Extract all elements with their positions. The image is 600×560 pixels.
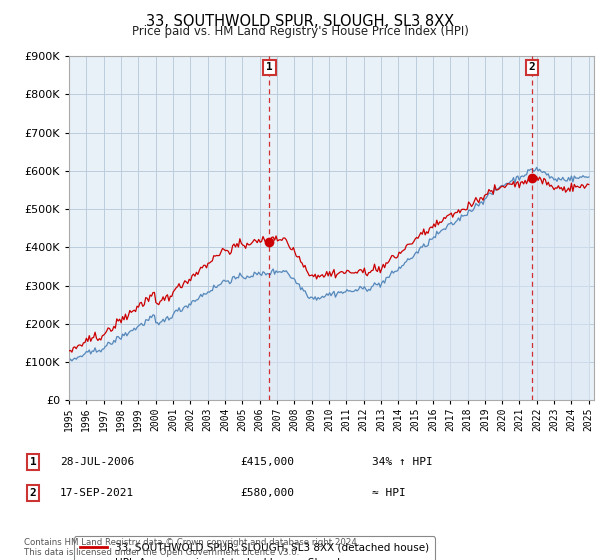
Text: £415,000: £415,000: [240, 457, 294, 467]
Text: 1: 1: [266, 63, 273, 72]
Text: 33, SOUTHWOLD SPUR, SLOUGH, SL3 8XX: 33, SOUTHWOLD SPUR, SLOUGH, SL3 8XX: [146, 14, 454, 29]
Text: 17-SEP-2021: 17-SEP-2021: [60, 488, 134, 498]
Text: 2: 2: [529, 63, 535, 72]
Text: Price paid vs. HM Land Registry's House Price Index (HPI): Price paid vs. HM Land Registry's House …: [131, 25, 469, 38]
Text: 2: 2: [29, 488, 37, 498]
Text: 28-JUL-2006: 28-JUL-2006: [60, 457, 134, 467]
Text: 34% ↑ HPI: 34% ↑ HPI: [372, 457, 433, 467]
Text: ≈ HPI: ≈ HPI: [372, 488, 406, 498]
Text: £580,000: £580,000: [240, 488, 294, 498]
Legend: 33, SOUTHWOLD SPUR, SLOUGH, SL3 8XX (detached house), HPI: Average price, detach: 33, SOUTHWOLD SPUR, SLOUGH, SL3 8XX (det…: [74, 536, 435, 560]
Text: Contains HM Land Registry data © Crown copyright and database right 2024.
This d: Contains HM Land Registry data © Crown c…: [24, 538, 359, 557]
Text: 1: 1: [29, 457, 37, 467]
